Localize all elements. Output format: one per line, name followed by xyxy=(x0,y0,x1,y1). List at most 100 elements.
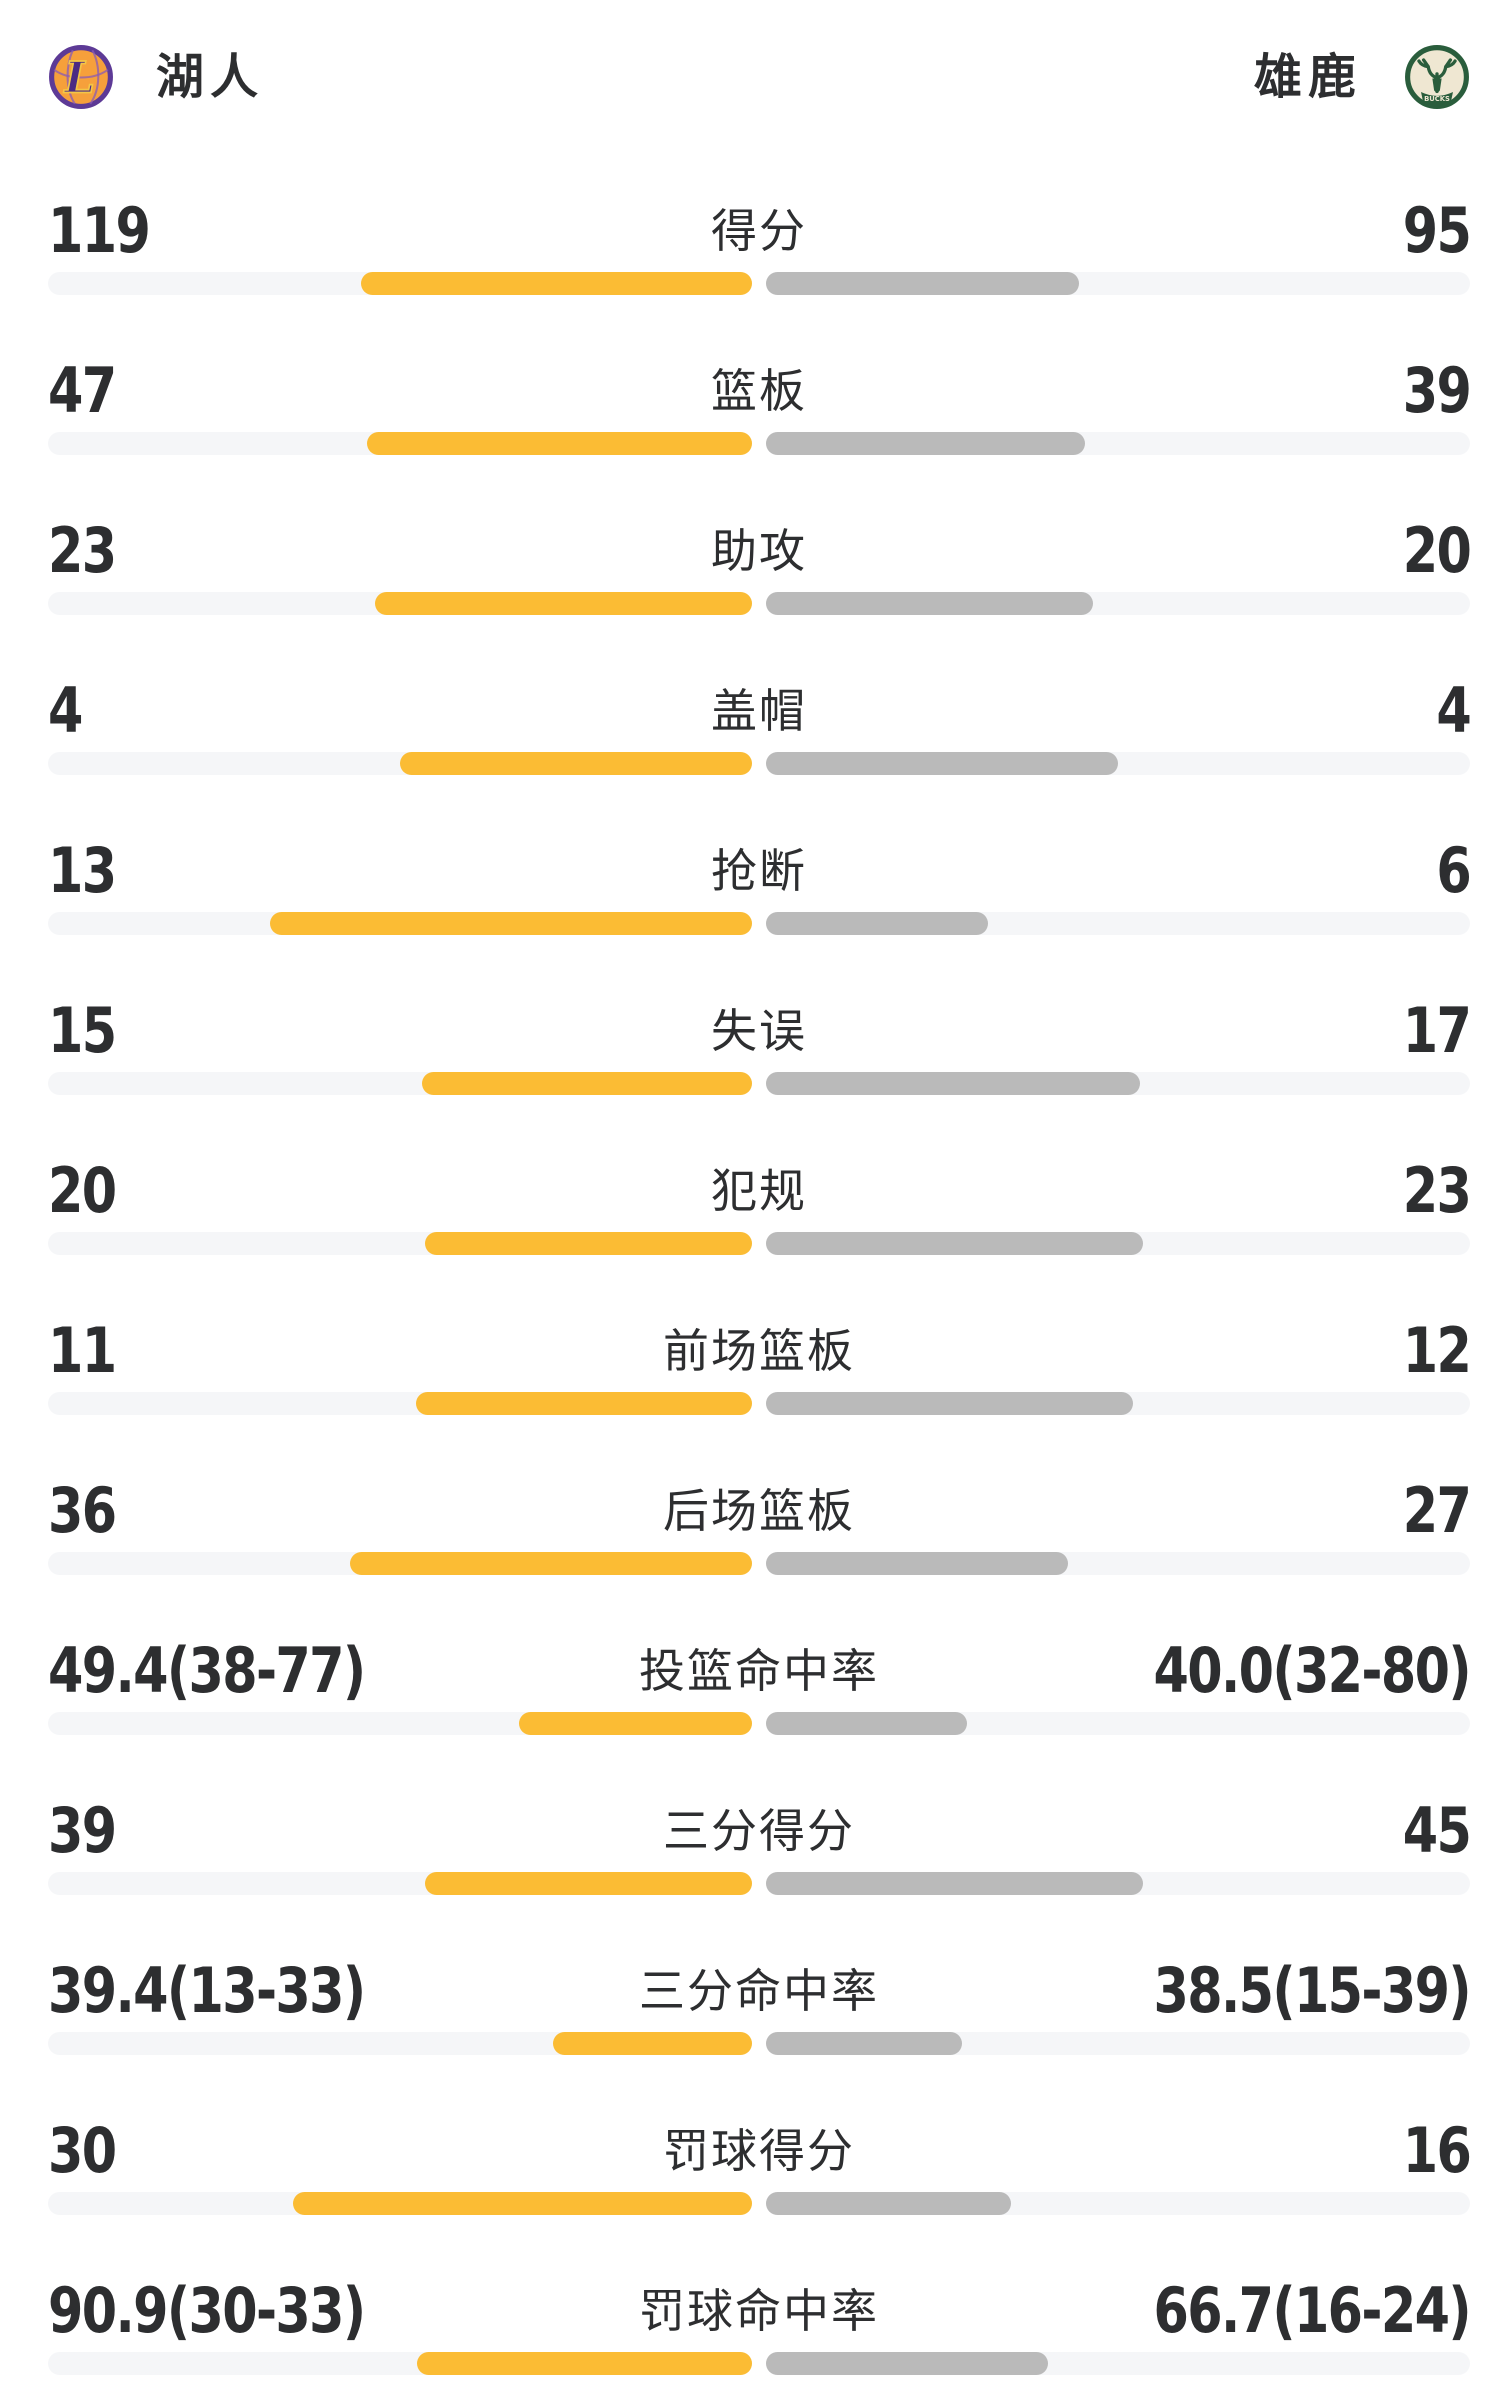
stat-row-values: 119 得分 95 xyxy=(48,200,1472,262)
home-bar-fill xyxy=(518,1712,752,1735)
away-value: 27 xyxy=(1402,1474,1472,1547)
stat-row-values: 13 抢断 6 xyxy=(48,840,1472,902)
home-bar-fill xyxy=(421,1072,752,1095)
home-bar-track xyxy=(48,1552,752,1575)
away-value: 23 xyxy=(1402,1154,1472,1227)
away-bar-track xyxy=(766,1232,1470,1255)
home-bar-fill xyxy=(416,2352,752,2375)
home-bar-track xyxy=(48,2192,752,2215)
stat-label: 助攻 xyxy=(711,524,807,578)
home-bar-fill xyxy=(425,1872,752,1895)
stat-bars xyxy=(48,592,1470,615)
away-value: 4 xyxy=(1436,674,1471,747)
stat-bars xyxy=(48,1072,1470,1095)
stat-row: 47 篮板 39 xyxy=(0,360,1500,520)
stat-label: 抢断 xyxy=(711,844,807,898)
away-value: 66.7(16-24) xyxy=(1153,2274,1472,2347)
home-value: 4 xyxy=(48,674,83,747)
away-bar-fill xyxy=(766,752,1118,775)
away-bar-track xyxy=(766,1392,1470,1415)
home-bar-fill xyxy=(270,912,752,935)
away-bar-track xyxy=(766,2032,1470,2055)
home-value: 30 xyxy=(48,2114,117,2187)
home-value: 20 xyxy=(48,1154,117,1227)
home-bar-track xyxy=(48,272,752,295)
stat-bars xyxy=(48,1232,1470,1255)
stat-row-values: 4 盖帽 4 xyxy=(48,680,1472,742)
stat-label: 盖帽 xyxy=(711,684,807,738)
stat-label: 前场篮板 xyxy=(663,1324,855,1378)
away-value: 40.0(32-80) xyxy=(1153,1634,1472,1707)
away-bar-track xyxy=(766,912,1470,935)
stat-row-values: 15 失误 17 xyxy=(48,1000,1472,1062)
away-bar-track xyxy=(766,1872,1470,1895)
home-value: 11 xyxy=(48,1314,117,1387)
away-bar-track xyxy=(766,592,1470,615)
stat-row-values: 11 前场篮板 12 xyxy=(48,1320,1472,1382)
home-team-header: L 湖人 xyxy=(48,44,264,110)
stat-label: 三分命中率 xyxy=(639,1964,879,2018)
home-bar-track xyxy=(48,2032,752,2055)
stat-row: 39 三分得分 45 xyxy=(0,1800,1500,1960)
home-value: 23 xyxy=(48,514,117,587)
home-value: 119 xyxy=(48,194,151,267)
stat-row-values: 39 三分得分 45 xyxy=(48,1800,1472,1862)
away-team-name: 雄鹿 xyxy=(1253,49,1362,105)
home-bar-track xyxy=(48,1072,752,1095)
stat-row: 13 抢断 6 xyxy=(0,840,1500,1000)
home-bar-fill xyxy=(424,1232,752,1255)
home-bar-fill xyxy=(552,2032,752,2055)
stat-bars xyxy=(48,2192,1470,2215)
stat-row-values: 47 篮板 39 xyxy=(48,360,1472,422)
away-bar-track xyxy=(766,2192,1470,2215)
away-value: 39 xyxy=(1402,354,1472,427)
stat-label: 投篮命中率 xyxy=(639,1644,879,1698)
stat-row-values: 23 助攻 20 xyxy=(48,520,1472,582)
home-bar-track xyxy=(48,1872,752,1895)
home-bar-track xyxy=(48,432,752,455)
away-bar-fill xyxy=(766,2352,1048,2375)
away-bar-track xyxy=(766,1552,1470,1575)
home-team-name: 湖人 xyxy=(156,49,265,105)
home-bar-fill xyxy=(400,752,752,775)
away-value: 16 xyxy=(1402,2114,1472,2187)
away-bar-fill xyxy=(766,432,1085,455)
stat-row-values: 30 罚球得分 16 xyxy=(48,2120,1472,2182)
stat-bars xyxy=(48,2032,1470,2055)
stat-label: 后场篮板 xyxy=(663,1484,855,1538)
away-bar-fill xyxy=(766,912,989,935)
stat-row-values: 39.4(13-33) 三分命中率 38.5(15-39) xyxy=(48,1960,1472,2022)
away-bar-track xyxy=(766,1712,1470,1735)
home-bar-fill xyxy=(415,1392,752,1415)
lakers-logo: L xyxy=(49,45,113,109)
away-team-header: 雄鹿 BUCKS xyxy=(1254,44,1470,110)
stat-label: 罚球得分 xyxy=(663,2124,855,2178)
away-bar-track xyxy=(766,432,1470,455)
stat-row-values: 49.4(38-77) 投篮命中率 40.0(32-80) xyxy=(48,1640,1472,1702)
away-bar-track xyxy=(766,752,1470,775)
away-bar-fill xyxy=(766,592,1094,615)
stat-row: 11 前场篮板 12 xyxy=(0,1320,1500,1480)
home-value: 39.4(13-33) xyxy=(48,1954,366,2027)
away-bar-fill xyxy=(766,1072,1140,1095)
away-value: 12 xyxy=(1402,1314,1472,1387)
stat-bars xyxy=(48,912,1470,935)
stat-label: 篮板 xyxy=(711,364,807,418)
away-bar-fill xyxy=(766,1872,1144,1895)
stat-row: 30 罚球得分 16 xyxy=(0,2120,1500,2280)
home-bar-track xyxy=(48,1392,752,1415)
stat-bars xyxy=(48,1712,1470,1735)
home-bar-fill xyxy=(360,272,752,295)
away-value: 6 xyxy=(1436,834,1471,907)
home-bar-track xyxy=(48,912,752,935)
home-bar-fill xyxy=(375,592,752,615)
stat-label: 犯规 xyxy=(711,1164,807,1218)
away-value: 17 xyxy=(1402,994,1472,1067)
home-value: 39 xyxy=(48,1794,117,1867)
stat-label: 三分得分 xyxy=(663,1804,855,1858)
stat-bars xyxy=(48,1392,1470,1415)
home-bar-track xyxy=(48,2352,752,2375)
home-value: 49.4(38-77) xyxy=(48,1634,366,1707)
home-value: 47 xyxy=(48,354,117,427)
